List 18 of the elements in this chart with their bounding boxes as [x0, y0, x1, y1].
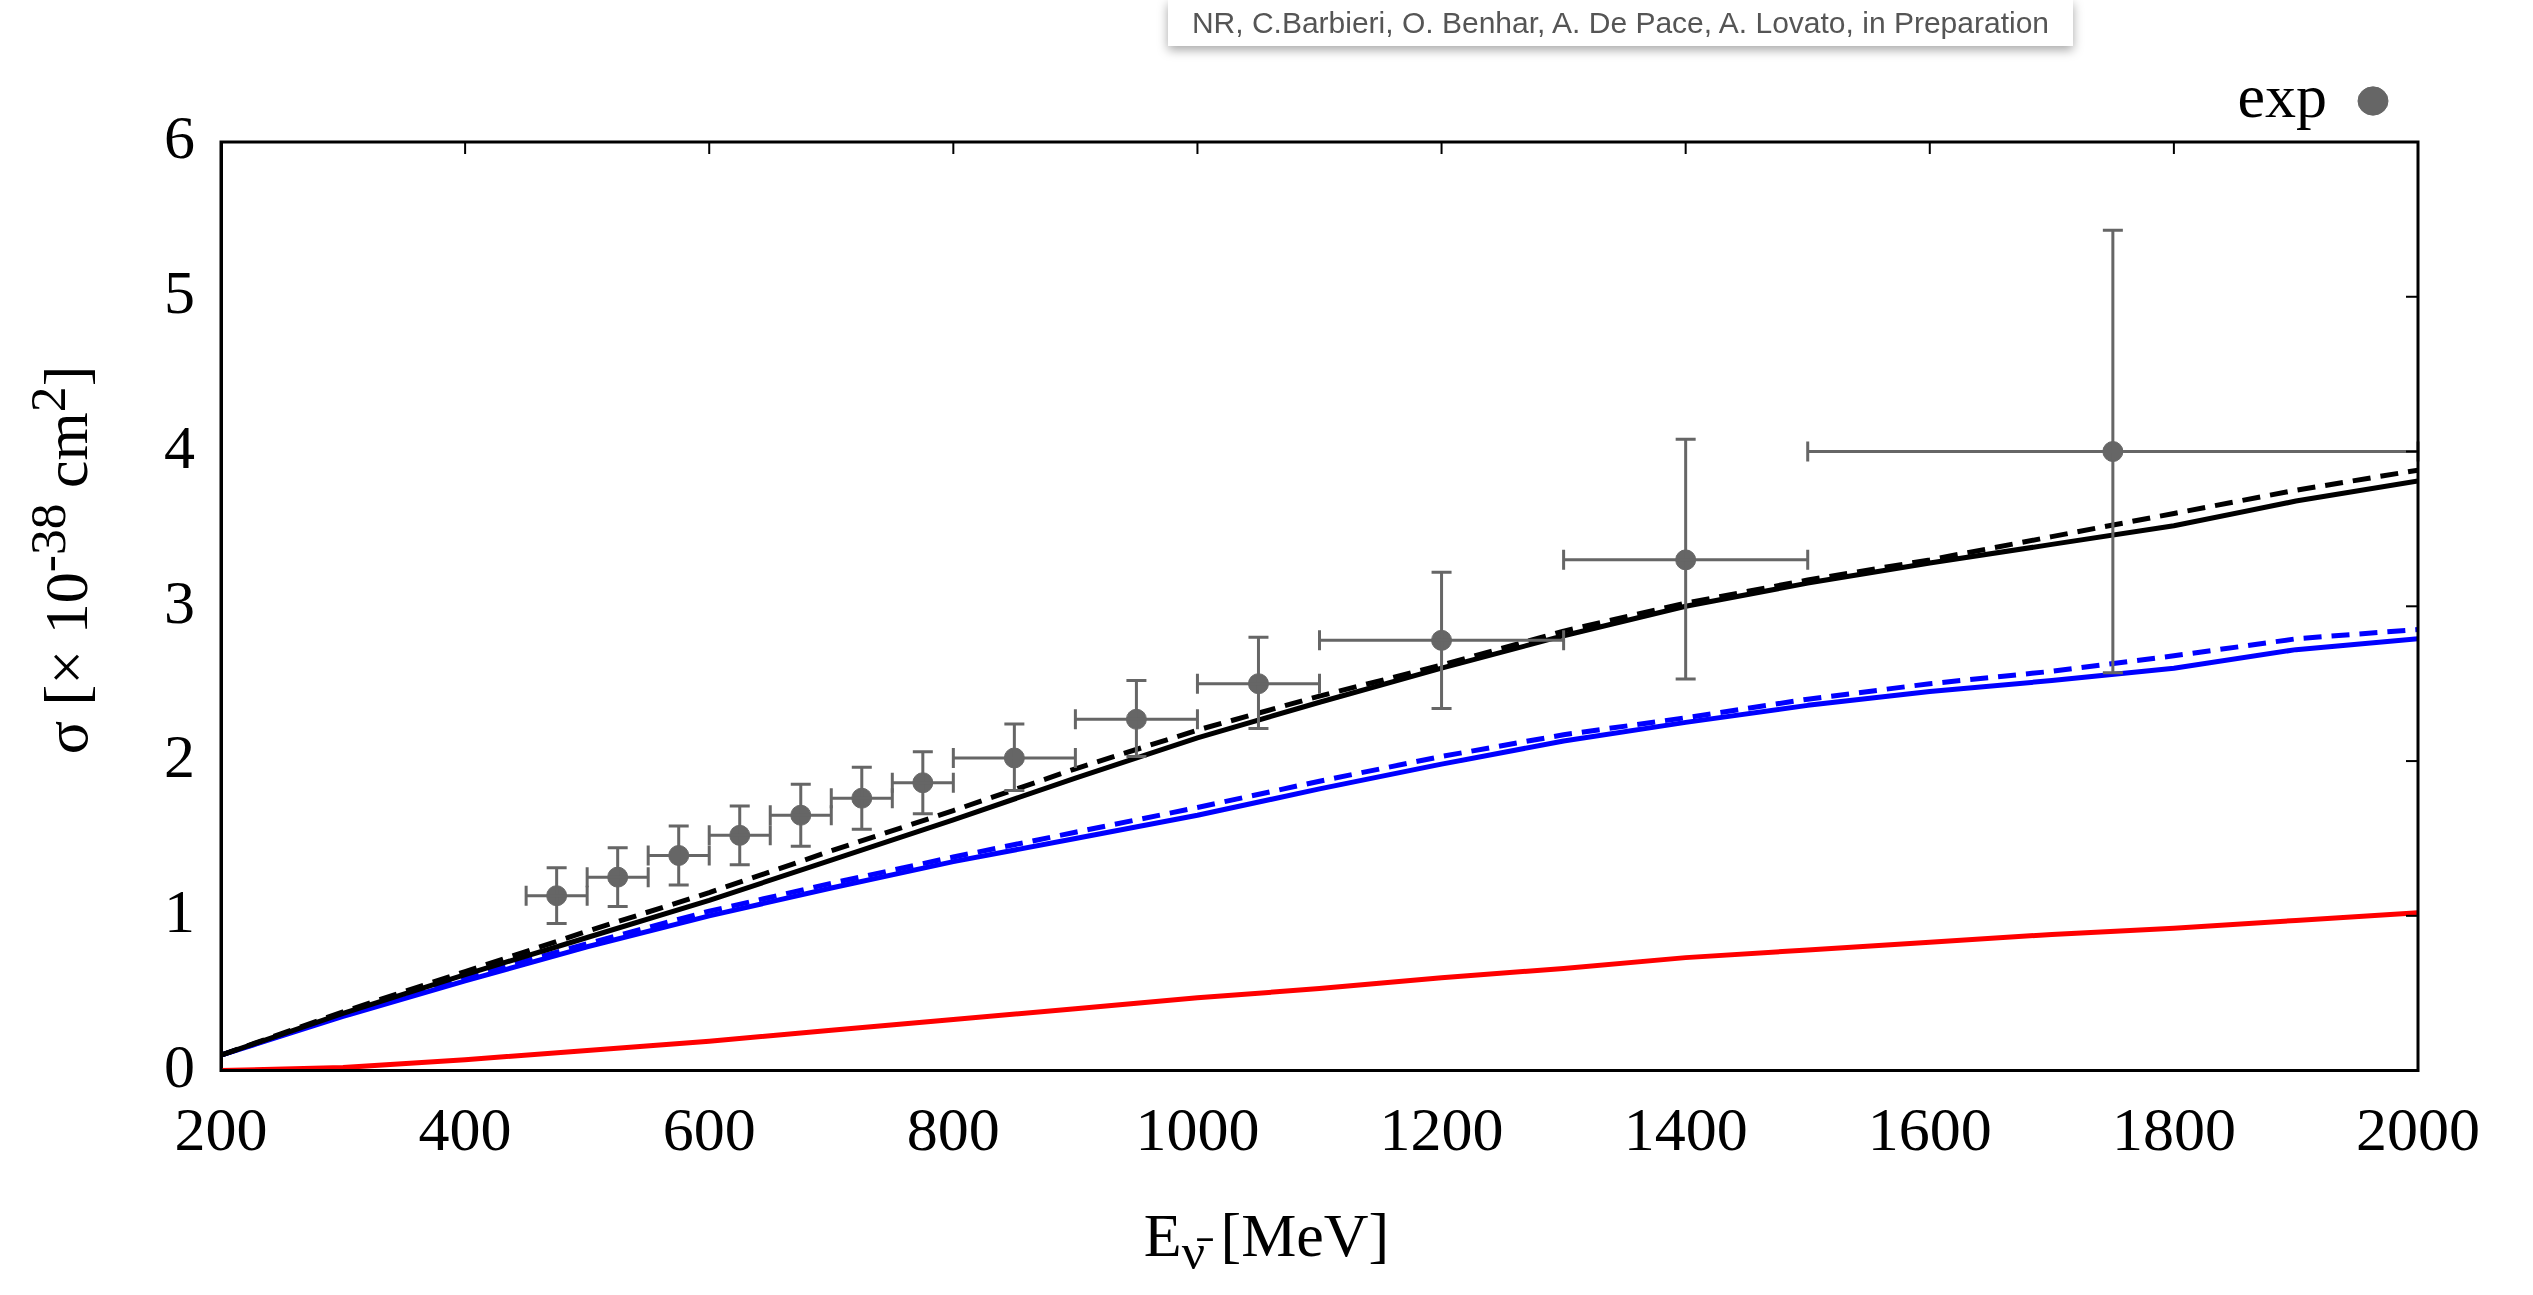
x-tick-label: 600	[662, 1095, 756, 1164]
x-tick-label: 1600	[1867, 1095, 1992, 1164]
y-tick-label: 3	[164, 567, 195, 636]
y-tick-label: 5	[164, 258, 195, 327]
x-tick-label: 400	[418, 1095, 512, 1164]
x-tick-label: 1800	[2111, 1095, 2236, 1164]
y-tick-label: 1	[164, 877, 195, 946]
x-axis-title: E$_{ν̄}$ [MeV]	[1142, 1200, 1391, 1282]
y-tick-label: 6	[164, 103, 195, 172]
legend-label: exp	[2237, 62, 2327, 131]
x-tick-label: 1000	[1135, 1095, 1260, 1164]
x-tick-label: 800	[906, 1095, 1000, 1164]
x-tick-label: 2000	[2356, 1095, 2480, 1164]
x-tick-label: 1400	[1623, 1095, 1748, 1164]
x-tick-label: 1200	[1379, 1095, 1504, 1164]
y-tick-label: 2	[164, 722, 195, 791]
y-tick-label: 4	[164, 412, 195, 481]
text: NR, C.Barbieri, O. Benhar, A. De Pace, A. Lovato, in Preparation	[1167, 0, 2073, 46]
